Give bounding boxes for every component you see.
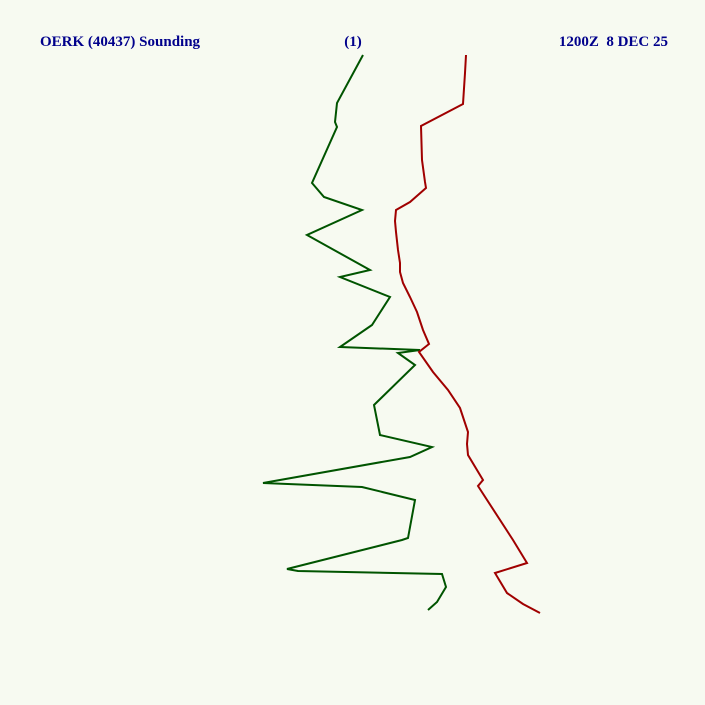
temperature-trace: [393, 54, 541, 614]
station-title: OERK (40437) Sounding: [40, 34, 201, 50]
datetime-label: 1200Z 8 DEC 25: [558, 34, 668, 50]
dewpoint-trace: [262, 54, 448, 611]
panel-label: (1): [344, 34, 362, 50]
